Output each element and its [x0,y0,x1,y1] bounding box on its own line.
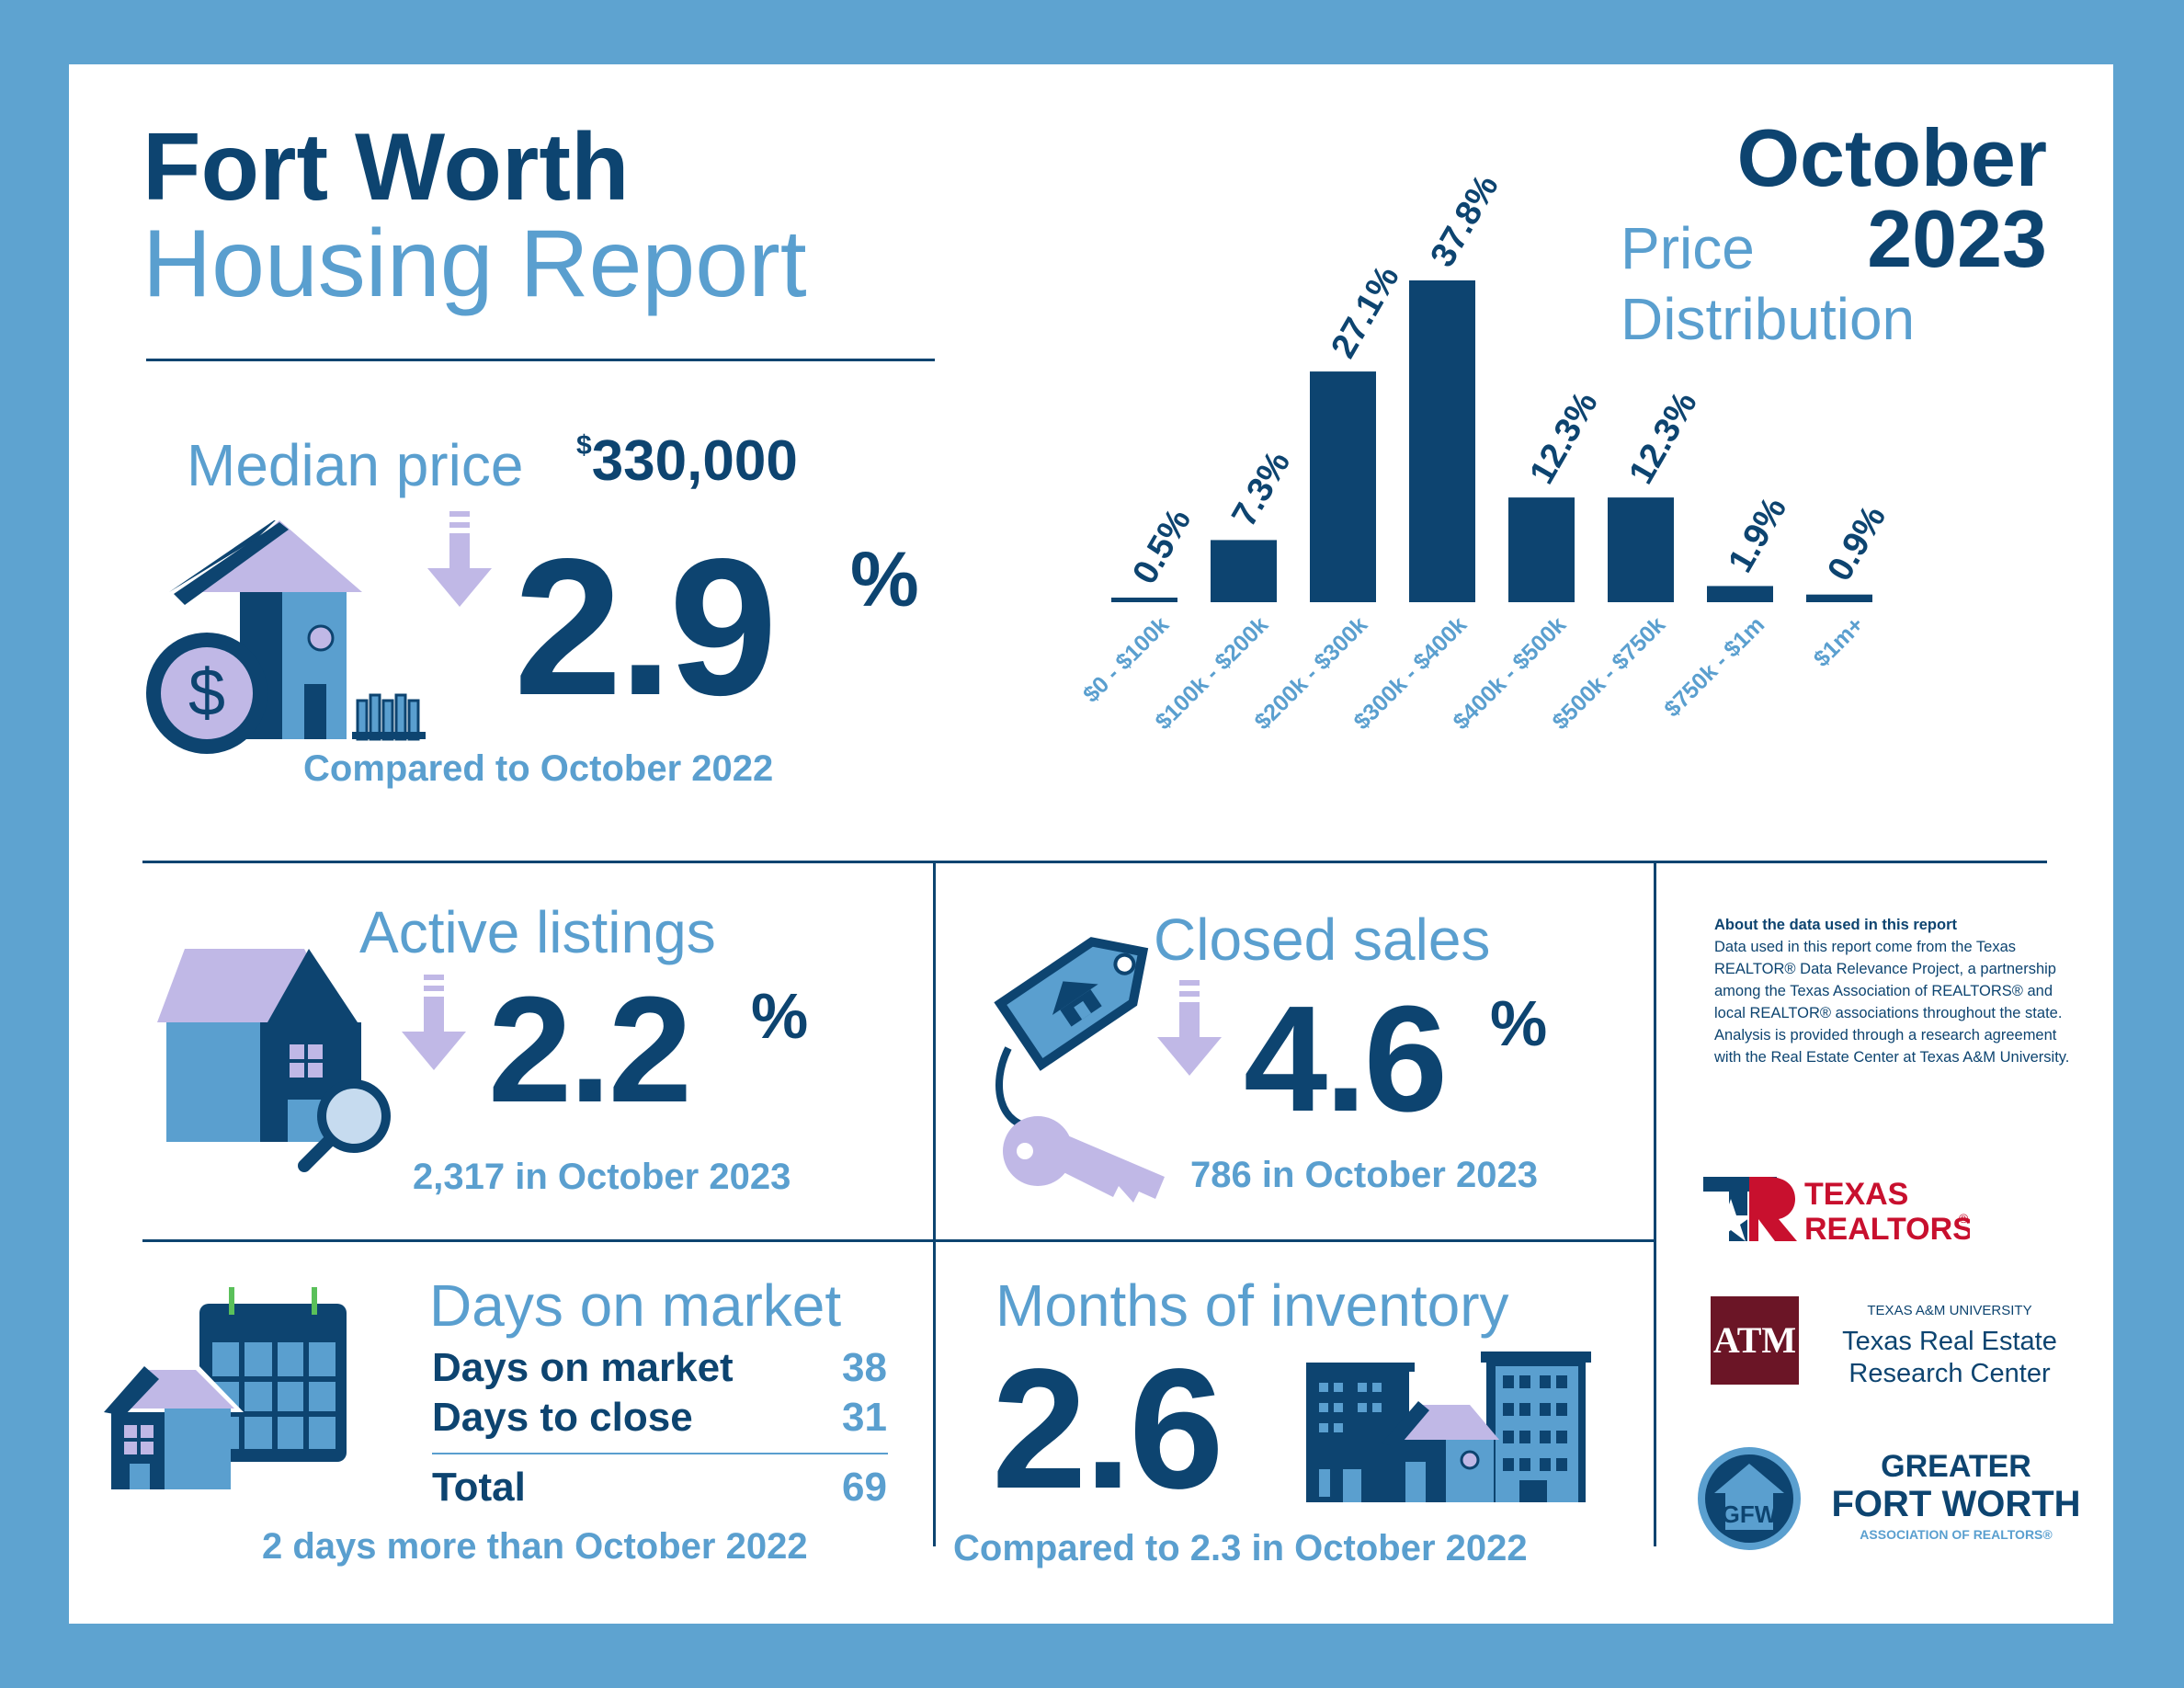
tamu-center-name: Texas Real Estate Research Center [1815,1326,2084,1390]
closed-sales-detail: 786 in October 2023 [1190,1155,1538,1195]
median-price-currency: $ [576,430,592,461]
price-bar-3 [1409,280,1475,602]
median-price-change: 2.9 [514,518,778,736]
down-arrow-icon [1157,980,1222,1076]
about-heading: About the data used in this report [1714,917,1958,933]
median-price-percent: % [850,536,919,622]
months-inventory-label: Months of inventory [995,1272,1509,1339]
key-tag-icon [994,937,1165,1203]
median-price-amount: 330,000 [591,429,798,493]
gfw-line1: GREATER [1881,1449,2031,1484]
house-money-icon: $ [146,520,426,754]
report-title-city: Fort Worth [142,114,630,221]
gfw-line3: ASSOCIATION OF REALTORS® [1860,1527,2053,1542]
report-month: October [1736,112,2047,203]
days-to-close-row-value: 31 [842,1395,887,1440]
report-year: 2023 [1867,193,2047,284]
price-distribution-title-line1: Price [1621,215,1755,281]
active-listings-detail: 2,317 in October 2023 [413,1157,791,1197]
about-data-note: About the data used in this report Data … [1714,914,2073,1068]
days-on-market-row-label: Days on market [432,1345,734,1390]
price-bar-value-label-5: 12.3% [1621,385,1704,490]
months-inventory-value: 2.6 [992,1334,1224,1524]
price-bar-4 [1508,497,1575,602]
section-divider-middle [142,1239,1655,1242]
price-bar-value-label-3: 37.8% [1423,168,1506,273]
gfw-logo-mark-letters: GFW [1722,1500,1778,1528]
title-divider [146,359,935,361]
tamu-center-line2: Research Center [1848,1358,2051,1388]
tamu-center-line1: Texas Real Estate [1842,1327,2057,1356]
price-distribution-title-line2: Distribution [1621,286,1916,352]
price-bar-6 [1707,586,1773,602]
tamu-logo-mark: ATM [1711,1296,1799,1385]
days-to-close-row-label: Days to close [432,1395,693,1440]
days-total-value: 69 [842,1465,887,1510]
texas-realtors-line2: REALTORS [1804,1212,1970,1247]
section-divider-vertical-right [1654,862,1656,1546]
closed-sales-change: 4.6 [1244,975,1448,1143]
texas-realtors-line1: TEXAS [1804,1177,1908,1212]
price-bar-value-label-0: 0.5% [1125,502,1199,590]
down-arrow-icon [427,511,492,607]
days-total-divider [432,1453,888,1454]
gfw-logo-mark: GFW [1698,1447,1801,1550]
price-bar-2 [1310,371,1376,602]
report-card: Fort Worth Housing Report October 2023 M… [69,64,2113,1624]
median-price-value: $330,000 [576,432,798,490]
price-bar-value-label-4: 12.3% [1522,385,1605,490]
median-price-comparison: Compared to October 2022 [303,748,774,789]
days-on-market-label: Days on market [429,1272,842,1339]
tamu-logo-mark-letters: ATM [1712,1319,1797,1361]
median-price-label: Median price [187,432,524,498]
price-bar-category-label-7: $1m+ [1809,611,1870,672]
price-bar-value-label-1: 7.3% [1224,445,1298,533]
price-bar-5 [1608,497,1674,602]
price-bar-1 [1211,540,1277,602]
price-bar-category-label-6: $750k - $1m [1659,611,1769,722]
texas-realtors-logo: TEXAS REALTORS ® [1703,1177,1970,1247]
texas-realtors-registered: ® [1959,1211,1969,1226]
active-listings-percent: % [751,980,809,1052]
svg-text:$: $ [188,656,225,730]
report-title-subtitle: Housing Report [142,211,807,317]
closed-sales-label: Closed sales [1154,907,1491,973]
price-bar-category-label-0: $0 - $100k [1078,611,1174,707]
section-divider-top [142,861,2047,863]
days-total-label: Total [432,1465,526,1510]
active-listings-change: 2.2 [488,965,692,1134]
gfw-line2: FORT WORTH [1831,1484,2081,1524]
down-arrow-icon [402,975,466,1070]
buildings-icon [1306,1352,1591,1502]
house-search-icon [157,949,391,1172]
section-divider-vertical-left [933,862,936,1546]
closed-sales-percent: % [1490,987,1548,1059]
price-bar-7 [1806,594,1872,602]
months-inventory-comparison: Compared to 2.3 in October 2022 [953,1528,1528,1568]
price-bar-0 [1111,598,1177,602]
days-on-market-row-value: 38 [842,1345,887,1390]
price-bar-value-label-7: 0.9% [1820,499,1894,587]
days-on-market-comparison: 2 days more than October 2022 [262,1526,808,1567]
price-bar-value-label-2: 27.1% [1324,259,1406,364]
active-listings-label: Active listings [359,899,716,965]
calendar-house-icon [104,1287,347,1489]
about-body: Data used in this report come from the T… [1714,939,2070,1066]
price-bar-value-label-6: 1.9% [1721,491,1794,579]
tamu-university-name: TEXAS A&M UNIVERSITY [1867,1303,2032,1318]
